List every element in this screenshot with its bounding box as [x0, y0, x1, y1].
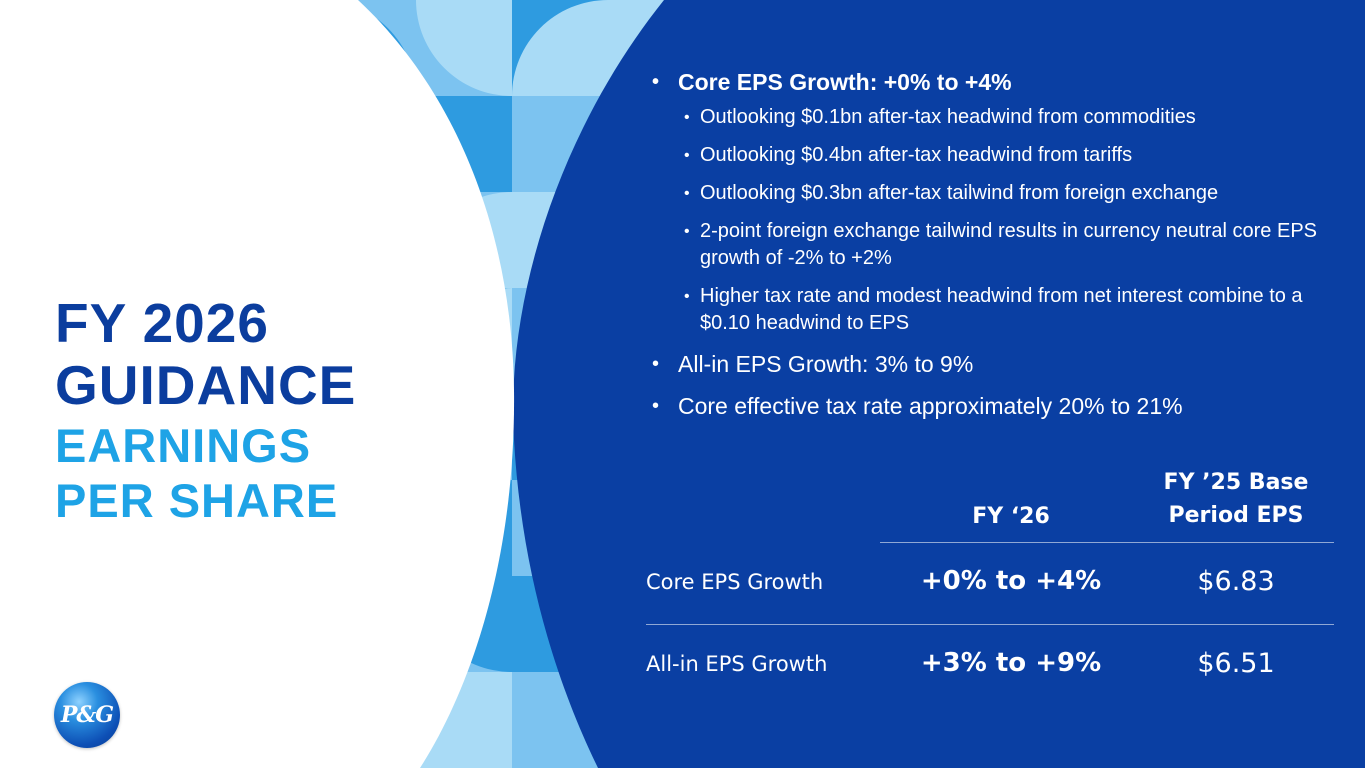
page-title: FY 2026 GUIDANCE EARNINGS PER SHARE	[55, 292, 356, 528]
row-value-core-fy26: +0% to +4%	[920, 566, 1102, 596]
header-fy25-line1: FY ’25 Base	[1163, 470, 1309, 495]
row-label-allin: All-in EPS Growth	[646, 652, 828, 676]
row-value-core-base: $6.83	[1197, 566, 1275, 597]
title-line-fy: FY 2026	[55, 292, 269, 354]
bullet-allin-eps: All-in EPS Growth: 3% to 9%	[652, 348, 1342, 380]
title-line-per-share: PER SHARE	[55, 474, 339, 527]
pg-logo: P&G	[54, 682, 120, 748]
header-fy25-line2: Period EPS	[1168, 503, 1304, 528]
bullet-list: Core EPS Growth: +0% to +4% Outlooking $…	[652, 66, 1342, 426]
header-fy25-base: FY ’25 Base Period EPS	[1116, 466, 1356, 532]
title-line-guidance: GUIDANCE	[55, 354, 357, 416]
sub-bullet-currency-neutral: 2-point foreign exchange tailwind result…	[652, 218, 1342, 272]
table-divider	[880, 542, 1334, 543]
row-value-allin-fy26: +3% to +9%	[920, 648, 1102, 678]
row-value-allin-base: $6.51	[1197, 648, 1275, 679]
sub-bullet-foreign-exchange: Outlooking $0.3bn after-tax tailwind fro…	[652, 180, 1342, 207]
logo-text: P&G	[60, 702, 114, 728]
table-divider	[646, 624, 1334, 625]
sub-bullet-commodities: Outlooking $0.1bn after-tax headwind fro…	[652, 104, 1342, 131]
row-label-core: Core EPS Growth	[646, 570, 824, 594]
header-fy26: FY ‘26	[972, 504, 1050, 529]
sub-bullet-tariffs: Outlooking $0.4bn after-tax headwind fro…	[652, 142, 1342, 169]
bullet-core-eps: Core EPS Growth: +0% to +4%	[652, 66, 1342, 98]
bullet-tax-rate: Core effective tax rate approximately 20…	[652, 390, 1342, 422]
title-line-earnings: EARNINGS	[55, 419, 312, 472]
sub-bullet-tax-interest: Higher tax rate and modest headwind from…	[652, 283, 1342, 337]
